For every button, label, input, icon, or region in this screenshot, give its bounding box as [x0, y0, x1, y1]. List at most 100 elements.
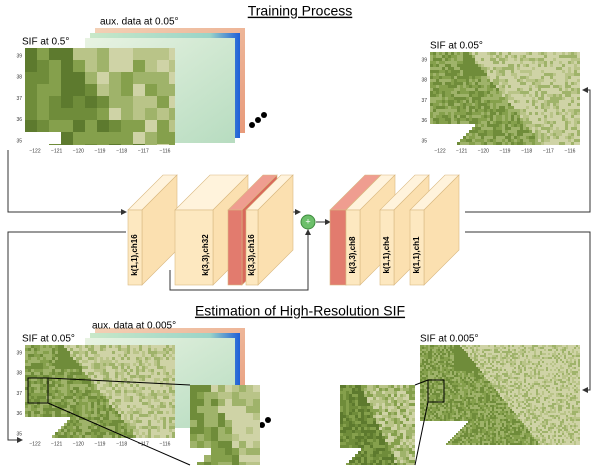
map-cell	[103, 348, 106, 351]
map-cell	[439, 139, 442, 142]
map-cell	[484, 82, 487, 85]
map-cell	[565, 109, 568, 112]
map-cell	[565, 82, 568, 85]
map-cell	[496, 142, 499, 145]
map-cell	[482, 377, 484, 379]
map-cell	[100, 381, 103, 384]
map-cell	[154, 381, 157, 384]
map-cell	[496, 367, 498, 369]
map-cell	[55, 372, 58, 375]
map-cell	[58, 399, 61, 402]
map-cell	[58, 432, 61, 435]
map-cell	[142, 393, 145, 396]
map-cell	[55, 387, 58, 390]
map-cell	[157, 429, 160, 432]
map-cell	[488, 365, 490, 367]
map-cell	[475, 118, 478, 121]
map-cell	[538, 100, 541, 103]
map-cell	[462, 361, 464, 363]
map-cell	[472, 130, 475, 133]
map-cell	[486, 347, 488, 349]
map-cell	[139, 366, 142, 369]
map-cell	[169, 369, 172, 372]
map-cell	[106, 354, 109, 357]
map-cell	[532, 70, 535, 73]
map-cell	[535, 118, 538, 121]
map-cell	[169, 387, 172, 390]
map-cell	[169, 393, 172, 396]
map-cell	[547, 136, 550, 139]
map-cell	[64, 363, 67, 366]
map-cell	[464, 377, 466, 379]
map-cell	[494, 379, 496, 381]
map-cell	[442, 55, 445, 58]
map-cell	[58, 381, 61, 384]
map-cell	[517, 106, 520, 109]
map-cell	[490, 345, 492, 347]
map-cell	[160, 402, 163, 405]
map-cell	[232, 462, 239, 465]
map-cell	[448, 369, 450, 371]
map-cell	[55, 402, 58, 405]
map-cell	[553, 106, 556, 109]
map-cell	[100, 363, 103, 366]
map-cell	[112, 396, 115, 399]
map-cell	[133, 378, 136, 381]
map-cell	[151, 372, 154, 375]
map-cell	[492, 381, 494, 383]
map-cell	[559, 76, 562, 79]
map-cell	[506, 373, 508, 375]
map-cell	[115, 363, 118, 366]
map-cell	[79, 363, 82, 366]
map-cell	[532, 121, 535, 124]
map-cell	[79, 405, 82, 408]
map-cell	[536, 375, 538, 377]
map-cell	[462, 359, 464, 361]
map-cell	[474, 363, 476, 365]
map-cell	[577, 139, 580, 142]
map-cell	[534, 363, 536, 365]
map-cell	[490, 369, 492, 371]
map-cell	[67, 432, 70, 435]
map-cell	[544, 127, 547, 130]
map-cell	[61, 405, 64, 408]
map-cell	[469, 118, 472, 121]
map-cell	[154, 417, 157, 420]
map-cell	[91, 405, 94, 408]
map-cell	[442, 91, 445, 94]
map-cell	[73, 402, 76, 405]
map-cell	[428, 363, 430, 365]
map-cell	[496, 106, 499, 109]
map-cell	[37, 345, 40, 348]
map-cell	[526, 88, 529, 91]
map-cell	[88, 435, 91, 438]
map-cell	[160, 393, 163, 396]
map-cell	[61, 420, 64, 423]
map-cell	[538, 73, 541, 76]
map-cell	[553, 73, 556, 76]
map-cell	[522, 383, 524, 385]
map-cell	[433, 133, 436, 136]
map-cell	[475, 58, 478, 61]
map-cell	[28, 372, 31, 375]
map-cell	[450, 349, 452, 351]
map-cell	[548, 381, 550, 383]
map-cell	[439, 124, 442, 127]
map-cell	[550, 73, 553, 76]
map-cell	[88, 384, 91, 387]
map-cell	[550, 85, 553, 88]
map-cell	[154, 363, 157, 366]
map-cell	[568, 85, 571, 88]
map-cell	[534, 377, 536, 379]
map-cell	[544, 136, 547, 139]
map-cell	[430, 355, 432, 357]
map-cell	[145, 390, 148, 393]
map-cell	[508, 375, 510, 377]
map-cell	[28, 348, 31, 351]
map-cell	[124, 390, 127, 393]
map-cell	[79, 387, 82, 390]
map-cell	[61, 372, 64, 375]
map-cell	[442, 363, 444, 365]
map-cell	[133, 414, 136, 417]
map-cell	[564, 373, 566, 375]
